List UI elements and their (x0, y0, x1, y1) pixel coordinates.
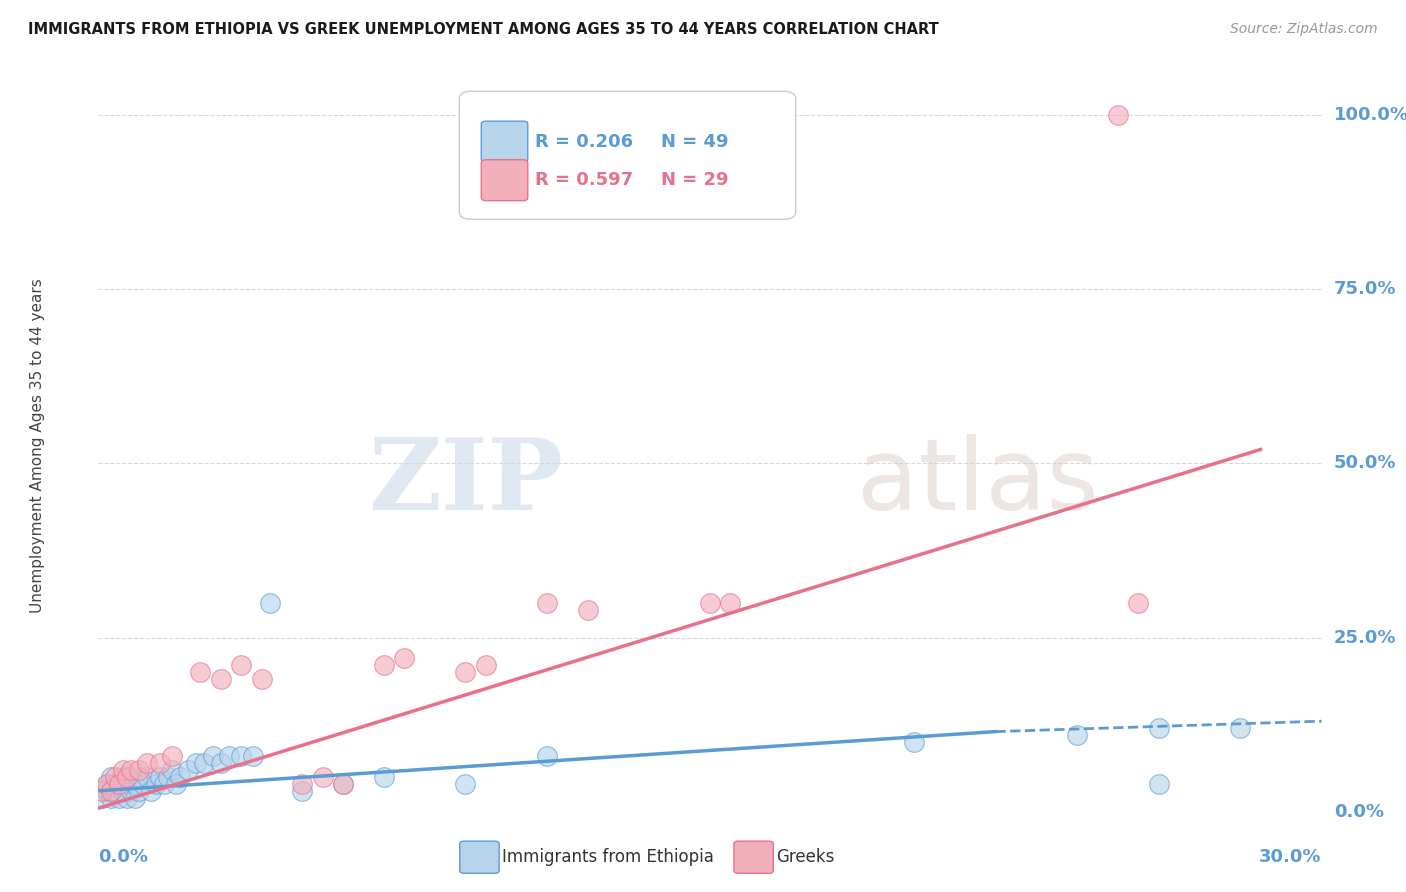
Point (115, 790, 138, 805)
Point (96, 777, 118, 791)
Point (108, 790, 131, 805)
Point (115, 777, 138, 791)
Point (115, 770, 138, 784)
Point (218, 749, 240, 764)
Point (250, 673, 273, 687)
Point (231, 749, 253, 764)
Point (259, 596, 281, 610)
Text: atlas: atlas (856, 434, 1098, 531)
FancyBboxPatch shape (481, 160, 527, 201)
Point (156, 770, 179, 784)
Text: N = 49: N = 49 (661, 133, 728, 151)
Point (373, 770, 395, 784)
Point (536, 596, 558, 610)
Text: R = 0.206: R = 0.206 (536, 133, 633, 151)
Point (104, 770, 127, 784)
Point (291, 777, 314, 791)
Point (1229, 721, 1251, 735)
Text: 0.0%: 0.0% (1334, 803, 1384, 821)
Point (312, 770, 335, 784)
Text: Unemployment Among Ages 35 to 44 years: Unemployment Among Ages 35 to 44 years (30, 278, 45, 614)
Text: Immigrants from Ethiopia: Immigrants from Ethiopia (502, 848, 714, 866)
Text: 50.0%: 50.0% (1334, 454, 1396, 473)
Point (699, 596, 721, 610)
FancyBboxPatch shape (460, 91, 796, 219)
Point (96, 784, 118, 798)
Point (209, 673, 232, 687)
Text: Source: ZipAtlas.com: Source: ZipAtlas.com (1230, 22, 1378, 37)
Point (903, 735, 925, 749)
Point (111, 770, 134, 784)
Point (209, 756, 232, 770)
Point (120, 763, 142, 777)
Point (454, 665, 477, 680)
Point (186, 756, 208, 770)
Point (149, 756, 172, 770)
Text: ZIP: ZIP (368, 434, 564, 531)
Point (177, 763, 200, 777)
Point (136, 770, 159, 784)
Text: 30.0%: 30.0% (1260, 848, 1322, 866)
Text: 0.0%: 0.0% (98, 848, 149, 866)
Point (231, 658, 253, 673)
Point (165, 777, 187, 791)
Point (242, 749, 264, 764)
Point (91, 784, 114, 798)
Point (124, 777, 146, 791)
Point (474, 658, 498, 673)
Point (1147, 721, 1170, 735)
Point (104, 777, 127, 791)
Point (128, 763, 150, 777)
Point (193, 756, 215, 770)
Point (120, 784, 142, 798)
Point (136, 756, 159, 770)
Point (108, 777, 131, 791)
Point (1107, 108, 1129, 122)
Point (128, 770, 150, 784)
Point (291, 784, 314, 798)
Point (1066, 728, 1088, 742)
Point (169, 770, 191, 784)
Point (120, 770, 142, 784)
Point (96, 777, 118, 791)
Point (111, 763, 134, 777)
Point (149, 770, 172, 784)
Point (128, 784, 150, 798)
Point (332, 777, 354, 791)
Point (145, 777, 167, 791)
Point (188, 665, 212, 680)
Text: 25.0%: 25.0% (1334, 629, 1396, 647)
Point (100, 784, 122, 798)
Point (718, 596, 742, 610)
Point (536, 749, 558, 764)
Text: IMMIGRANTS FROM ETHIOPIA VS GREEK UNEMPLOYMENT AMONG AGES 35 TO 44 YEARS CORRELA: IMMIGRANTS FROM ETHIOPIA VS GREEK UNEMPL… (28, 22, 939, 37)
Point (373, 658, 395, 673)
Point (111, 784, 134, 798)
Point (108, 777, 131, 791)
Point (132, 777, 155, 791)
Text: Greeks: Greeks (776, 848, 835, 866)
Point (91, 790, 114, 805)
Text: 75.0%: 75.0% (1334, 280, 1396, 298)
Point (124, 790, 146, 805)
FancyBboxPatch shape (481, 121, 527, 162)
Point (160, 763, 183, 777)
Point (100, 770, 122, 784)
Text: N = 29: N = 29 (661, 171, 728, 189)
Point (141, 784, 163, 798)
Point (576, 603, 599, 617)
Point (100, 784, 122, 798)
Text: R = 0.597: R = 0.597 (536, 171, 633, 189)
Point (152, 777, 174, 791)
Point (160, 749, 183, 764)
Point (392, 651, 416, 665)
Point (1128, 596, 1150, 610)
Point (104, 784, 127, 798)
Point (201, 749, 224, 764)
Text: 100.0%: 100.0% (1334, 106, 1406, 124)
Point (1147, 777, 1170, 791)
Point (454, 777, 477, 791)
Point (100, 790, 122, 805)
Point (332, 777, 354, 791)
